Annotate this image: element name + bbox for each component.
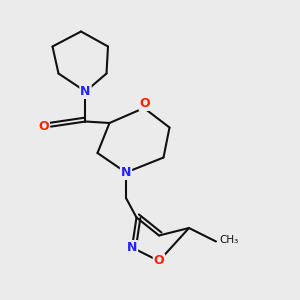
Text: O: O xyxy=(154,254,164,268)
Text: O: O xyxy=(38,119,49,133)
Text: N: N xyxy=(121,166,131,179)
Text: N: N xyxy=(80,85,91,98)
Text: N: N xyxy=(127,241,137,254)
Text: CH₃: CH₃ xyxy=(219,235,238,245)
Text: O: O xyxy=(140,97,150,110)
